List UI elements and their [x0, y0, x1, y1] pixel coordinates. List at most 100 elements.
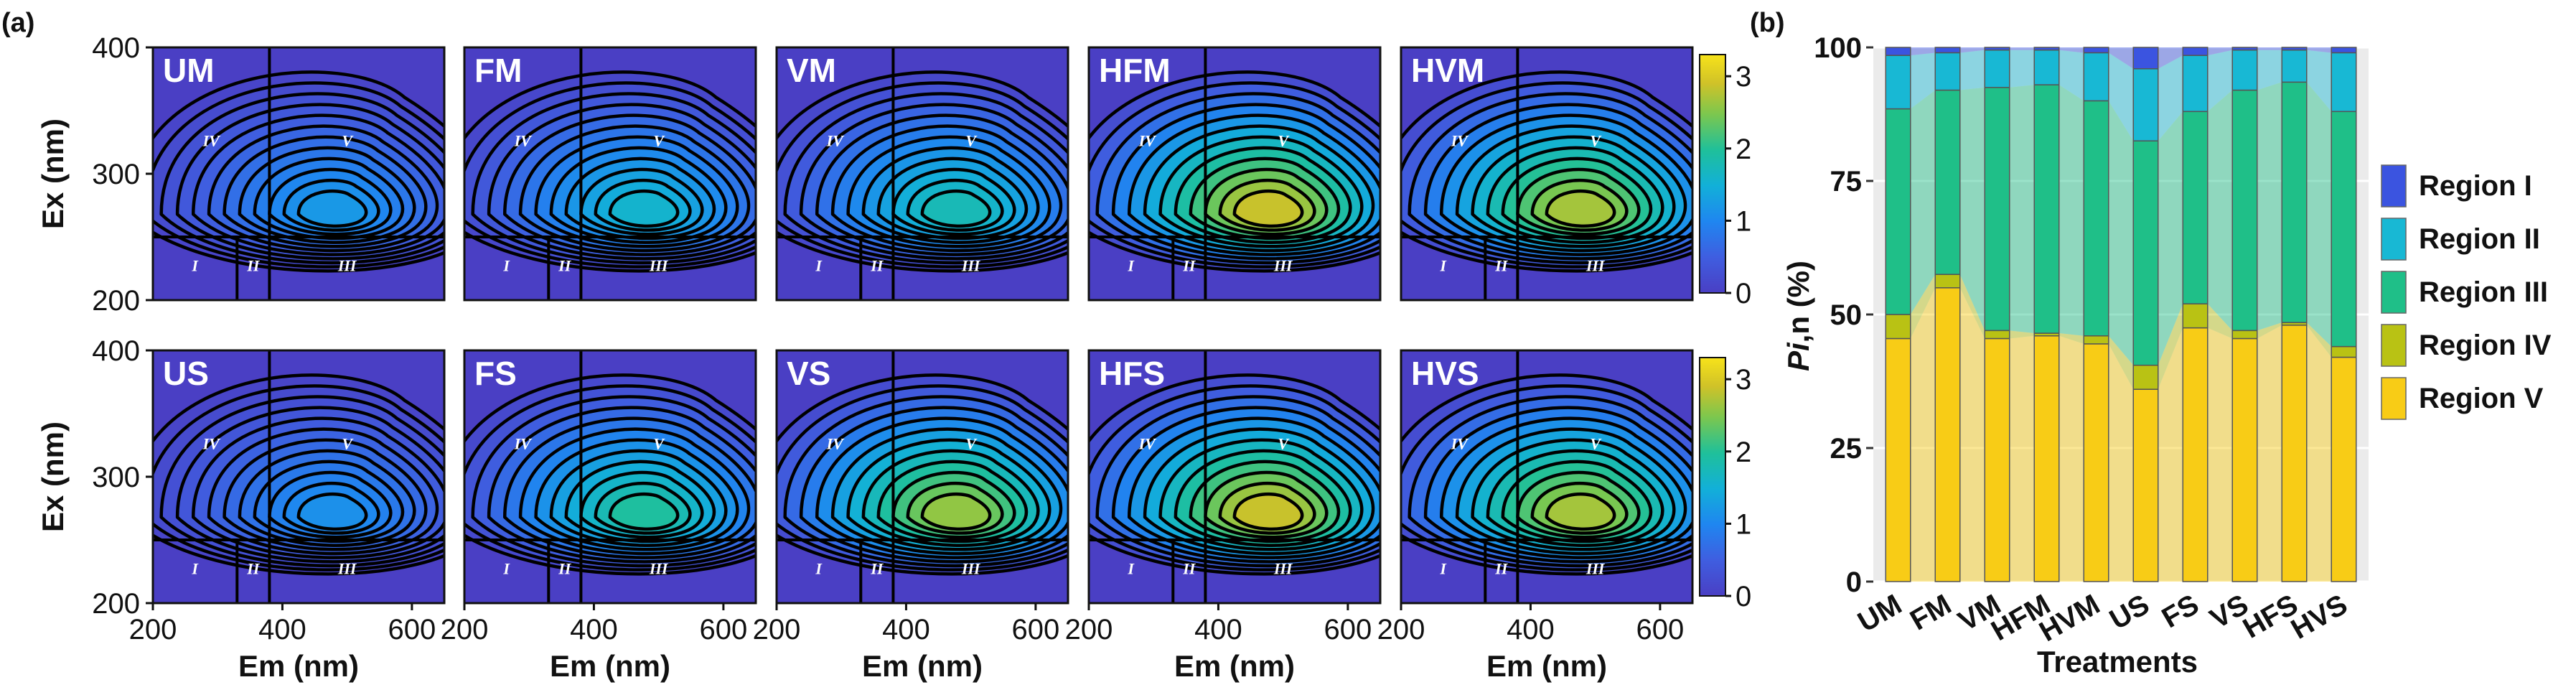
sample-label: HVS: [1411, 355, 1479, 392]
flow-band: [2257, 47, 2282, 50]
flow-band: [1959, 87, 1985, 331]
y-tick-label: 200: [92, 285, 140, 317]
sample-label: US: [163, 355, 209, 392]
y-tick-label: 200: [92, 588, 140, 620]
flow-band: [1959, 47, 1985, 53]
contour-line: [920, 190, 992, 228]
bar-vs-region-iv: [2231, 330, 2258, 340]
region-label-iv: IV: [1451, 131, 1470, 149]
flow-band: [2306, 47, 2332, 53]
x-tick-label: FS: [2157, 589, 2204, 635]
x-axis-label: Em (nm): [550, 649, 670, 683]
bar-us-region-i: [2132, 47, 2159, 70]
bar-hvs-region-i: [2331, 47, 2357, 54]
bar-um-region-v: [1885, 337, 1911, 582]
flow-band: [2257, 50, 2282, 90]
region-label-i: I: [815, 257, 823, 275]
contour-group: [153, 373, 444, 576]
flow-band: [1959, 287, 1985, 582]
region-label-ii: II: [1182, 257, 1196, 275]
flow-band: [2059, 335, 2084, 582]
flow-band: [1910, 274, 1936, 339]
bar-vm-region-i: [1984, 47, 2010, 51]
x-axis-label: Em (nm): [238, 649, 359, 683]
region-label-iv: IV: [1451, 434, 1470, 452]
region-label-iii: III: [337, 257, 357, 275]
legend-swatch: [2381, 271, 2407, 314]
region-label-ii: II: [870, 560, 884, 578]
plot-frame: [1087, 46, 1382, 302]
plot-frame: [1400, 349, 1694, 605]
region-label-i: I: [191, 257, 199, 275]
bar-hvs-region-v: [2331, 356, 2357, 582]
y-tick-label: 25: [1830, 433, 1863, 465]
flow-band: [2009, 335, 2035, 582]
flow-band: [1910, 52, 1936, 109]
flow-band: [2108, 343, 2134, 582]
y-tick-label: 100: [1814, 32, 1862, 64]
flow-band: [1910, 287, 1936, 582]
bar-hvs-region-iii: [2331, 111, 2357, 348]
y-axis-label-italic: Pi: [1781, 342, 1815, 371]
flow-band: [2306, 50, 2332, 112]
x-tick-label: 200: [1377, 614, 1425, 645]
legend-label: Region V: [2419, 383, 2544, 414]
colorbar-tick-label: 0: [1736, 581, 1751, 612]
flow-band: [2009, 47, 2035, 50]
flow-band: [2009, 50, 2035, 88]
region-label-v: V: [1590, 131, 1602, 149]
y-tick-label: 0: [1846, 567, 1862, 598]
x-tick-label: FM: [1905, 589, 1957, 637]
plot-frame: [775, 46, 1069, 302]
region-label-v: V: [1278, 131, 1290, 149]
legend-swatch: [2381, 324, 2407, 367]
sample-label: FM: [474, 52, 522, 89]
y-axis-label: Ex (nm): [36, 118, 70, 229]
bar-fs-region-v: [2182, 327, 2209, 582]
colorbar-row-2: 0 1 2 3: [1699, 357, 1751, 612]
sample-label: HVM: [1411, 52, 1484, 89]
legend-label: Region III: [2419, 276, 2548, 308]
bar-vs-region-iii: [2231, 89, 2258, 332]
bar-hfs-region-i: [2281, 47, 2308, 51]
bar-us-region-iv: [2132, 364, 2159, 390]
bar-vm-region-ii: [1984, 49, 2010, 88]
region-label-ii: II: [558, 560, 572, 578]
region-label-iv: IV: [826, 131, 846, 149]
y-tick-label: 400: [92, 335, 140, 367]
x-tick-label: 600: [388, 614, 436, 645]
region-label-iii: III: [649, 560, 669, 578]
bar-fm-region-iii: [1934, 89, 1961, 275]
region-label-ii: II: [246, 257, 261, 275]
bar-hvs-region-ii: [2331, 52, 2357, 113]
region-label-iv: IV: [1138, 434, 1158, 452]
sample-label: VM: [787, 52, 836, 89]
bar-hvm-region-iv: [2083, 335, 2109, 345]
bar-hvm-region-v: [2083, 343, 2109, 582]
bar-hfm-region-ii: [2033, 49, 2060, 85]
region-label-v: V: [1590, 434, 1602, 452]
plot-frame: [463, 46, 757, 302]
region-label-iii: III: [1273, 560, 1293, 578]
colorbar-tick-label: 3: [1736, 364, 1751, 396]
region-label-ii: II: [1494, 560, 1509, 578]
x-tick-label: 400: [1194, 614, 1242, 645]
flow-band: [2207, 50, 2233, 112]
contour-group: [1089, 373, 1380, 576]
colorbar-tick-label: 3: [1736, 61, 1751, 93]
x-tick-label: 600: [700, 614, 748, 645]
contour-group: [1089, 70, 1380, 273]
flow-band: [2059, 333, 2084, 344]
bar-hfm-region-iii: [2033, 84, 2060, 334]
colorbar-tick-label: 2: [1736, 134, 1751, 165]
flow-band: [2207, 304, 2233, 339]
contour-group: [777, 373, 1068, 576]
flow-band: [2257, 322, 2282, 339]
sample-label: HFS: [1099, 355, 1165, 392]
bar-fs-region-iii: [2182, 111, 2209, 304]
contour-line: [920, 493, 992, 531]
colorbar-tick-label: 1: [1736, 205, 1751, 237]
region-label-i: I: [1439, 560, 1447, 578]
